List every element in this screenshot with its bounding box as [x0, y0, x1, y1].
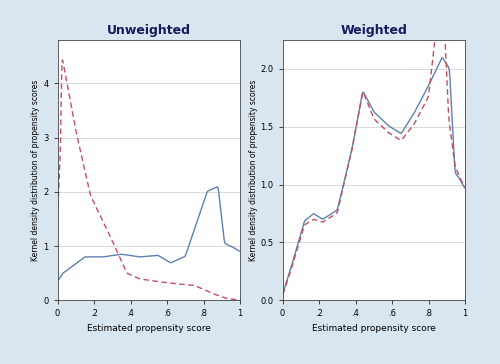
X-axis label: Estimated propensity score: Estimated propensity score: [312, 324, 436, 333]
Y-axis label: Kernel density distribution of propensity scores: Kernel density distribution of propensit…: [32, 79, 40, 261]
Title: Unweighted: Unweighted: [107, 24, 191, 37]
Y-axis label: Kernel density distribution of propensity scores: Kernel density distribution of propensit…: [248, 79, 258, 261]
Title: Weighted: Weighted: [340, 24, 407, 37]
X-axis label: Estimated propensity score: Estimated propensity score: [87, 324, 210, 333]
